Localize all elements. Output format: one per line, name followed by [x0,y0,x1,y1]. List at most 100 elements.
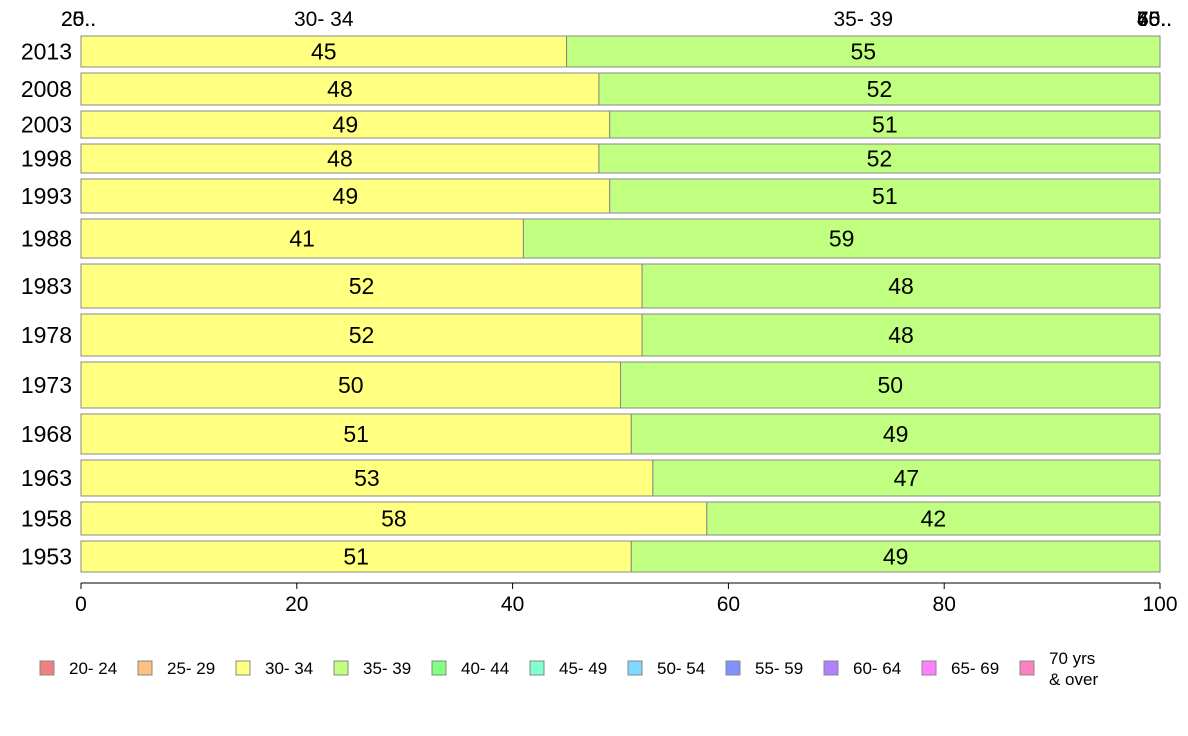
bar-segment [652,459,1161,497]
top-category-label: 55.. [1137,8,1172,31]
y-tick-label: 2008 [21,76,72,102]
bar-segment [80,501,708,536]
legend-label: 45- 49 [559,659,607,678]
data-label: 48 [327,76,353,102]
x-tick-label: 60 [717,593,740,616]
legend-swatch [1019,660,1035,676]
y-axis: 2013 2008 2003 1998 1993 1988 1983 1978 1973 1968… [21,39,72,570]
data-label: 51 [872,112,898,138]
legend-swatch [529,660,545,676]
legend-swatch [431,660,447,676]
x-tick-label: 40 [501,593,524,616]
legend-swatch [39,660,55,676]
bar-segment [630,413,1161,455]
y-tick-label: 1978 [21,322,72,348]
legend-swatch [235,660,251,676]
data-label: 51 [343,544,369,570]
data-label: 53 [354,465,380,491]
data-label: 42 [921,506,947,532]
data-label: 45 [311,39,337,65]
data-label: 51 [343,421,369,447]
bar-segment [80,143,600,174]
bars: 45 55 48 52 49 51 48 52 49 51 41 59 52 48 52 48 50 50 51 49… [80,35,1161,573]
data-label: 50 [338,372,364,398]
top-category-label: 35- 39 [834,8,894,31]
top-category-label: 25.. [61,8,96,31]
bar-segment [609,110,1161,139]
legend-swatch [921,660,937,676]
top-category-label: 40.. [1137,8,1172,31]
bar-segment [598,143,1161,174]
legend-label: & over [1049,670,1098,689]
bar-segment [80,361,621,409]
bar-segment [80,178,611,214]
data-label: 52 [349,273,375,299]
y-tick-label: 1968 [21,421,72,447]
legend-label: 20- 24 [69,659,117,678]
data-label: 48 [888,273,914,299]
y-tick-label: 1958 [21,506,72,532]
top-category-label: 50.. [1137,8,1172,31]
data-label: 50 [877,372,903,398]
y-tick-label: 1983 [21,273,72,299]
y-tick-label: 1998 [21,146,72,172]
x-axis: 0 20 40 60 80 100 [75,582,1178,616]
legend-swatch [333,660,349,676]
bar-segment [641,313,1161,357]
legend-label: 70 yrs [1049,649,1095,668]
y-tick-label: 1963 [21,465,72,491]
bar-segment [598,72,1161,106]
legend-swatch [627,660,643,676]
legend-label: 50- 54 [657,659,705,678]
data-label: 52 [867,76,893,102]
legend-label: 65- 69 [951,659,999,678]
y-tick-label: 1993 [21,183,72,209]
data-label: 55 [850,39,876,65]
legend-swatch [137,660,153,676]
legend-label: 25- 29 [167,659,215,678]
legend-label: 55- 59 [755,659,803,678]
x-tick-label: 20 [285,593,308,616]
bar-segment [80,72,600,106]
x-tick-label: 100 [1142,593,1177,616]
data-label: 49 [883,421,909,447]
data-label: 48 [327,146,353,172]
y-tick-label: 2003 [21,112,72,138]
top-category-label: 30- 34 [294,8,354,31]
bar-segment [706,501,1161,536]
top-category-label: 20.. [61,8,96,31]
data-label: 52 [349,322,375,348]
bar-segment [80,218,524,259]
bar-segment [80,35,568,68]
top-category-labels: 20..25.. 30- 34 35- 39 40..45..50..55..60..… [61,8,1172,31]
y-tick-label: 1988 [21,226,72,252]
bar-segment [620,361,1161,409]
bar-segment [80,313,643,357]
legend-label: 60- 64 [853,659,901,678]
legend-label: 30- 34 [265,659,313,678]
data-label: 51 [872,183,898,209]
x-tick-label: 80 [933,593,956,616]
bar-segment [566,35,1161,68]
top-category-label: 65.. [1137,8,1172,31]
top-category-label: 70.. [1137,8,1172,31]
y-tick-label: 1973 [21,372,72,398]
top-category-label: 45.. [1137,8,1172,31]
data-label: 47 [894,465,920,491]
data-label: 59 [829,226,855,252]
data-label: 49 [333,112,359,138]
y-tick-label: 2013 [21,39,72,65]
legend: 20- 24 25- 29 30- 34 35- 39 40- 44 45- 49 50- … [39,649,1098,689]
legend-label: 35- 39 [363,659,411,678]
bar-segment [80,263,643,309]
top-category-label: 60.. [1137,8,1172,31]
bar-segment [80,413,632,455]
data-label: 58 [381,506,407,532]
y-tick-label: 1953 [21,544,72,570]
bar-segment [630,540,1161,573]
data-label: 49 [883,544,909,570]
data-label: 49 [333,183,359,209]
data-label: 52 [867,146,893,172]
legend-swatch [725,660,741,676]
